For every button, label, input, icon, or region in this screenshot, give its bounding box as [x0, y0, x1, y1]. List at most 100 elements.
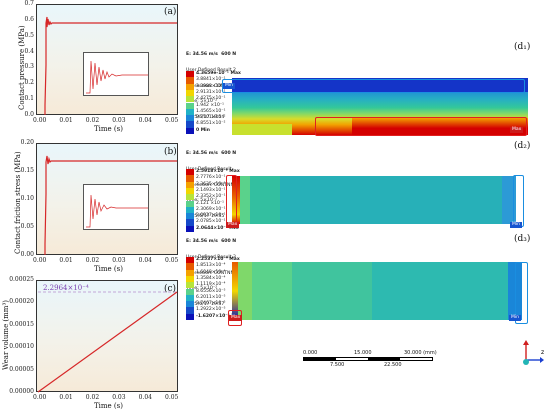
legend-label: 2.3635×10⁻¹ [196, 181, 226, 187]
y-tick-label: 0.4 [24, 47, 34, 55]
legend-label: 1.6048×10⁻⁴ [196, 269, 226, 275]
x-tick-label: 0.01 [59, 257, 73, 264]
legend-swatch [186, 263, 194, 270]
y-tick-label: 0.05 [20, 223, 34, 230]
legend-swatch [186, 225, 194, 232]
fem-d3-label: (d₃) [514, 234, 531, 244]
legend-swatch [186, 269, 194, 276]
plot-contact-friction [36, 143, 178, 255]
x-tick-label: 0.02 [85, 257, 100, 264]
axis-triad-icon: z [523, 340, 544, 365]
legend-label: 3.8841×10⁻¹ [196, 77, 226, 83]
x-tick-label: 0.05 [165, 117, 179, 124]
legend-label: 2.9131×10⁻¹ [196, 89, 226, 95]
legend-swatch [186, 187, 194, 195]
legend-swatch [186, 294, 194, 302]
panel-label-c: (c) [164, 284, 177, 294]
y-tick-label: 0.00005 [9, 365, 34, 373]
legend-label: 2.0644×10⁻¹ Min [196, 225, 239, 231]
wear-annotation: 2.2964×10⁻⁴ [43, 284, 89, 292]
y-tick-label: 0.00000 [9, 388, 34, 395]
legend-swatch [186, 108, 194, 116]
fem-d3-contour [232, 262, 522, 320]
legend-swatch [186, 288, 194, 295]
curve-wear-volume [37, 291, 178, 393]
legend-label: 6.2011×10⁻⁵ [196, 294, 226, 300]
y-tick-label: 0.0 [24, 111, 34, 118]
x-tick-label: 0.04 [138, 394, 152, 401]
x-tick-label: 0.04 [138, 257, 152, 264]
plot-wear-volume: 2.2964×10⁻⁴ [36, 280, 178, 393]
legend-swatch [186, 127, 194, 134]
legend-label: 2.2537×10⁻⁴ Max [196, 257, 240, 262]
scale-label: 15.000 [354, 350, 372, 356]
y-tick-label: 0.7 [24, 0, 34, 7]
legend-label: 2.0785×10⁻¹ [196, 219, 226, 225]
y-tick-label: 0.00 [20, 251, 34, 258]
x-tick-label: 0.04 [138, 117, 152, 124]
y-tick-label: 0.00010 [9, 343, 34, 351]
legend-label: 9.7101×10⁻² [196, 115, 226, 121]
fem-d1-max-tag: Max [510, 127, 524, 133]
legend-label: 2.5918×10⁻¹ Max [196, 169, 240, 174]
legend-swatch [186, 301, 194, 308]
y-axis-label-c: Wear volume (mm³) [2, 300, 10, 370]
scale-label: 22.500 [384, 362, 402, 368]
legend-label: 2.1493×10⁻¹ [196, 187, 226, 193]
fem-d3-min-tag: Min [509, 315, 521, 321]
y-tick-label: 0.3 [24, 63, 34, 71]
legend-swatch [186, 83, 194, 90]
legend-label: 3.3988×10⁻¹ [196, 83, 226, 89]
legend-swatch [186, 71, 194, 78]
fem-d2-min-tag: Min [510, 222, 522, 228]
legend-label: 4.3659e-10⁻¹ Max [196, 71, 241, 76]
legend-swatch [186, 275, 194, 283]
x-tick-label: 0.00 [33, 257, 47, 264]
x-tick-label: 0.01 [59, 117, 73, 124]
scale-label: 0.000 [303, 350, 318, 356]
fem-d3-min-region [515, 262, 528, 324]
x-axis-label-c: Time (s) [94, 402, 123, 410]
legend-swatch [186, 213, 194, 220]
legend-label: -1.6207×10⁻⁵ Min [196, 313, 241, 319]
legend-swatch [186, 282, 194, 289]
legend-label: 1.1119×10⁻⁴ [196, 282, 226, 288]
plot-contact-pressure [36, 4, 178, 115]
legend-swatch [186, 121, 194, 128]
legend-label: 0 Min [196, 127, 210, 133]
x-tick-label: 0.00 [33, 394, 47, 401]
curve-contact-pressure [44, 16, 177, 115]
legend-label: 1.4565×10⁻¹ [196, 108, 226, 114]
legend-label: 2.3069×10⁻¹ [196, 206, 226, 212]
legend-label: 2.0927×10⁻¹ [196, 213, 226, 219]
legend-swatch [186, 77, 194, 84]
legend-swatch [186, 194, 194, 201]
x-tick-label: 0.05 [165, 257, 179, 264]
fem-d1-label: (d₁) [514, 42, 531, 52]
x-axis-label-a: Time (s) [94, 125, 123, 133]
curve-contact-friction [44, 155, 177, 255]
fem-d1-min-region [222, 79, 525, 93]
legend-swatch [186, 102, 194, 109]
x-tick-label: 0.02 [85, 394, 100, 401]
y-tick-label: 0.10 [20, 195, 34, 202]
legend-swatch [186, 257, 194, 264]
x-tick-label: 0.02 [85, 117, 100, 124]
legend-label: 2.7776×10⁻¹ [196, 175, 226, 181]
legend-swatch [186, 307, 194, 314]
fem-d2-label: (d₂) [514, 141, 531, 151]
fem-d3-max-tag: Max [229, 315, 243, 321]
scale-label: 7.500 [330, 362, 345, 368]
x-tick-label: 0.01 [59, 394, 73, 401]
x-tick-label: 0.00 [33, 117, 47, 124]
y-tick-label: 0.1 [24, 95, 34, 103]
y-tick-label: 0.00025 [9, 276, 34, 283]
inset-contact-pressure [83, 52, 149, 96]
y-tick-label: 0.2 [24, 79, 34, 87]
legend-label: 2.3352×10⁻¹ [196, 194, 226, 200]
fem-d1-contour [232, 78, 528, 135]
fem-d2-min-region [513, 175, 524, 227]
legend-label: 1.3584×10⁻⁴ [196, 275, 226, 281]
legend-label: 8.6556×10⁻⁵ [196, 288, 226, 294]
legend-swatch [186, 96, 194, 103]
